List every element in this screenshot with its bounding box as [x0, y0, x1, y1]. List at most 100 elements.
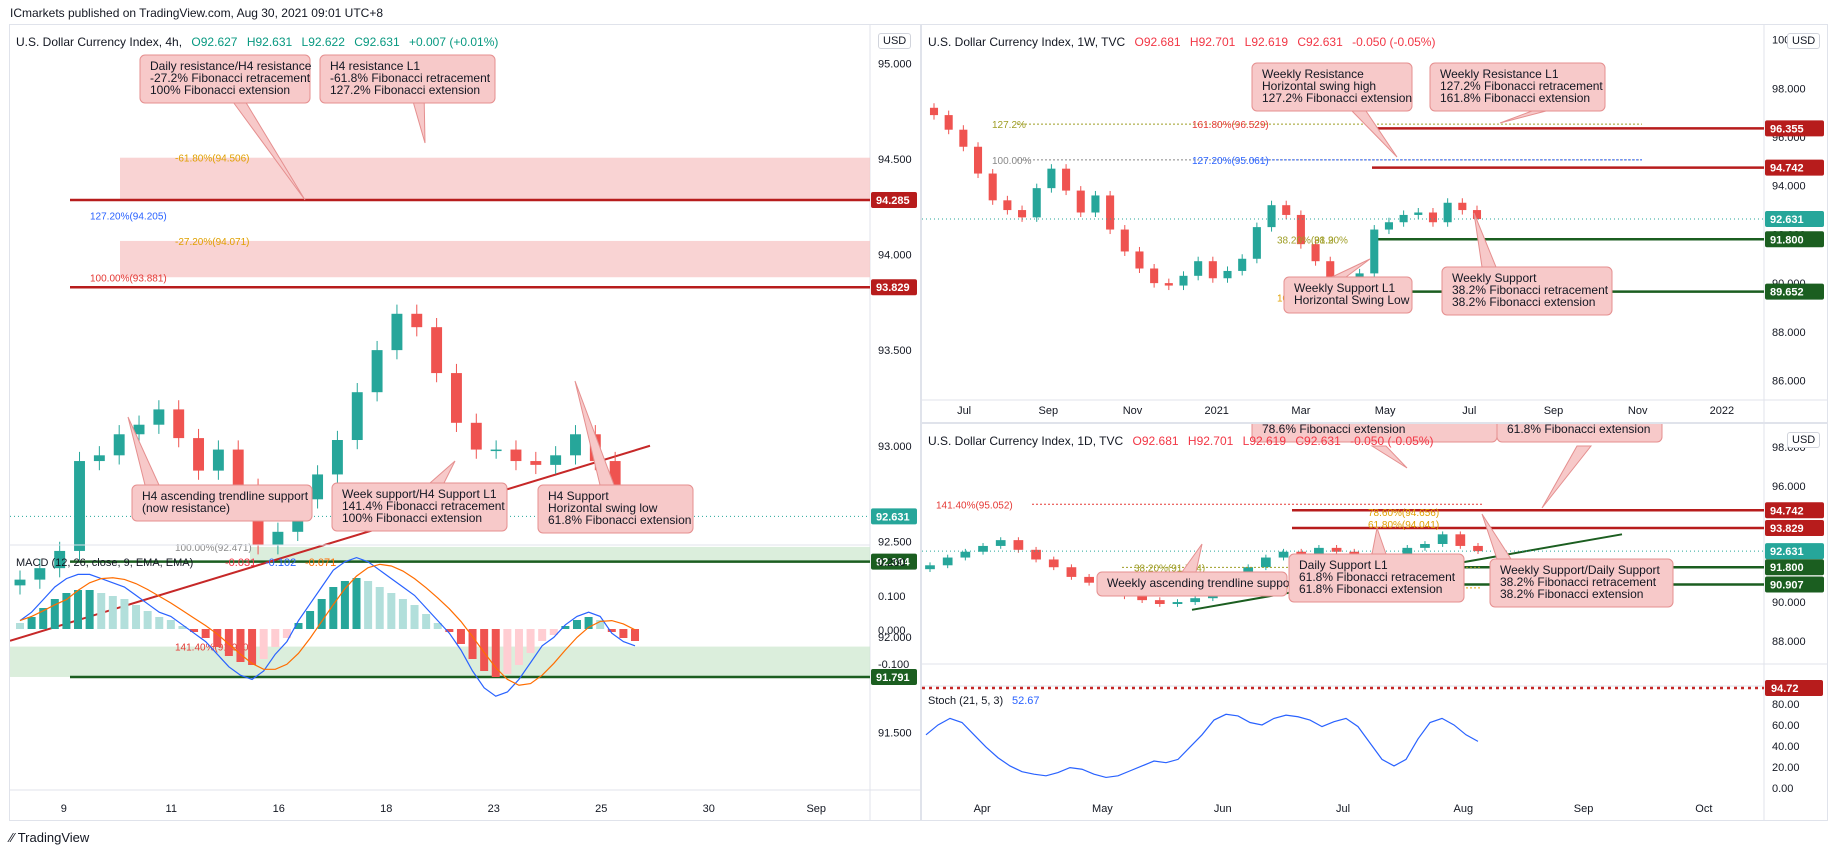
price-tag — [1765, 159, 1824, 176]
fibonacci-label: 127.2% — [992, 120, 1026, 131]
callout-box — [1496, 424, 1663, 443]
price-tag-label: 93.829 — [1770, 523, 1804, 535]
price-tag-label: 92.631 — [1770, 214, 1804, 226]
fibonacci-label: 127.20%(94.205) — [90, 211, 167, 222]
candle-body — [1066, 567, 1077, 577]
candle-body — [550, 455, 562, 465]
d1-currency-button[interactable]: USD — [1787, 432, 1821, 448]
tradingview-logo[interactable]: ⁄⁄ TradingView — [10, 830, 89, 845]
price-tag-label: 91.800 — [1770, 234, 1804, 246]
macd-signal-line — [19, 563, 636, 686]
fibonacci-label: 141.40%(95.052) — [936, 500, 1013, 511]
candle-body — [1370, 229, 1379, 274]
w1-chart-svg: 100.00098.00096.00094.00092.00090.00088.… — [922, 25, 1827, 422]
candle-body — [1194, 261, 1203, 276]
macd-tick-label: 0.000 — [878, 625, 906, 637]
macd-histogram-bar — [503, 629, 512, 674]
time-tick-label: Sep — [806, 803, 826, 815]
macd-histogram-bar — [97, 593, 106, 629]
time-tick-label: May — [1092, 803, 1113, 815]
price-tag-label: 94.742 — [1770, 505, 1804, 517]
macd-histogram-bar — [480, 629, 489, 671]
time-tick-label: 11 — [166, 803, 177, 815]
callout-text: Horizontal swing low — [548, 501, 658, 515]
time-tick-label: 2021 — [1204, 405, 1228, 417]
time-tick-label: Jun — [1214, 803, 1232, 815]
time-tick-label: Nov — [1628, 405, 1648, 417]
h4-currency-button[interactable]: USD — [878, 33, 912, 49]
h4-high: H92.631 — [246, 35, 293, 49]
macd-histogram-bar — [422, 614, 431, 629]
candle-body — [1106, 195, 1115, 230]
stoch-value: 52.67 — [1012, 695, 1040, 707]
price-tag — [871, 508, 917, 525]
price-tag-label: 92.631 — [1770, 546, 1804, 558]
macd-histogram-bar — [468, 629, 477, 659]
price-tick-label: 94.000 — [1772, 181, 1806, 193]
candle-body — [1443, 202, 1452, 223]
level-zone — [120, 240, 870, 278]
w1-currency-button[interactable]: USD — [1787, 33, 1821, 49]
price-tick-label: 93.500 — [878, 345, 912, 357]
candle-body — [570, 434, 581, 456]
candle-body — [978, 545, 988, 552]
price-tag — [871, 279, 917, 296]
candle-body — [34, 568, 46, 580]
macd-histogram-bar — [538, 629, 547, 641]
stoch-tick-label: 20.00 — [1772, 762, 1800, 774]
fibonacci-label: 100.00%(92.471) — [175, 543, 252, 554]
price-tick-label: 92.500 — [878, 536, 912, 548]
macd-histogram-bar — [526, 629, 535, 653]
price-tick-label: 93.000 — [878, 441, 912, 453]
price-tag — [1765, 231, 1824, 248]
macd-histogram-bar — [491, 629, 500, 677]
candle-body — [272, 531, 284, 546]
candle-body — [1120, 229, 1129, 252]
macd-histogram-bar — [445, 629, 454, 632]
h4-change: +0.007 (+0.01%) — [408, 35, 499, 49]
stoch-line — [925, 713, 1479, 779]
price-tag-label: 92.631 — [876, 511, 910, 523]
stoch-tick-label: 0.00 — [1772, 783, 1793, 795]
w1-low: L92.619 — [1244, 35, 1289, 49]
candle-body — [1223, 270, 1232, 279]
callout-text: H4 resistance L1 — [330, 59, 420, 73]
candle-body — [193, 438, 205, 471]
callout-text: Week support/H4 Support L1 — [342, 487, 497, 501]
callout-box — [319, 54, 496, 104]
candle-body — [1032, 188, 1041, 218]
callout-pointer — [1370, 445, 1408, 469]
candle-body — [371, 350, 383, 393]
callout-box — [537, 484, 694, 534]
h4-chart-panel[interactable]: U.S. Dollar Currency Index, 4h, O92.627 … — [9, 24, 921, 821]
price-tag-label: 89.652 — [1770, 287, 1804, 299]
candle-body — [133, 424, 145, 435]
candle-body — [391, 313, 403, 351]
time-tick-label: Jul — [957, 405, 971, 417]
candle-body — [609, 461, 621, 504]
publish-header: ICmarkets published on TradingView.com, … — [10, 6, 384, 20]
candle-body — [74, 461, 85, 551]
callout-text: 127.2% Fibonacci retracement — [1440, 79, 1603, 93]
candle-body — [1414, 212, 1423, 215]
candle-body — [1135, 251, 1144, 269]
macd-histogram-bar — [120, 599, 129, 629]
price-tag-label: 96.355 — [1770, 123, 1804, 135]
weekly-chart-panel[interactable]: U.S. Dollar Currency Index, 1W, TVC O92.… — [921, 24, 1828, 423]
candle-body — [470, 422, 482, 450]
price-tag — [1765, 283, 1824, 300]
callout-text: Weekly ascending trendline support — [1107, 576, 1298, 590]
candle-body — [1296, 551, 1307, 554]
candle-body — [1031, 549, 1041, 560]
callout-box — [1441, 266, 1613, 316]
fibonacci-label: 38.20%(91.9 — [1277, 235, 1334, 246]
candle-body — [1047, 168, 1056, 189]
price-tag-label: 91.800 — [1770, 562, 1804, 574]
price-tag — [1765, 543, 1824, 560]
macd-histogram-bar — [549, 629, 558, 635]
macd-histogram-bar — [596, 620, 605, 629]
candle-body — [929, 107, 939, 116]
macd-histogram-bar — [62, 593, 71, 629]
daily-chart-panel[interactable]: U.S. Dollar Currency Index, 1D, TVC O92.… — [921, 423, 1828, 821]
callout-text: Horizontal Swing Low — [1294, 293, 1410, 307]
